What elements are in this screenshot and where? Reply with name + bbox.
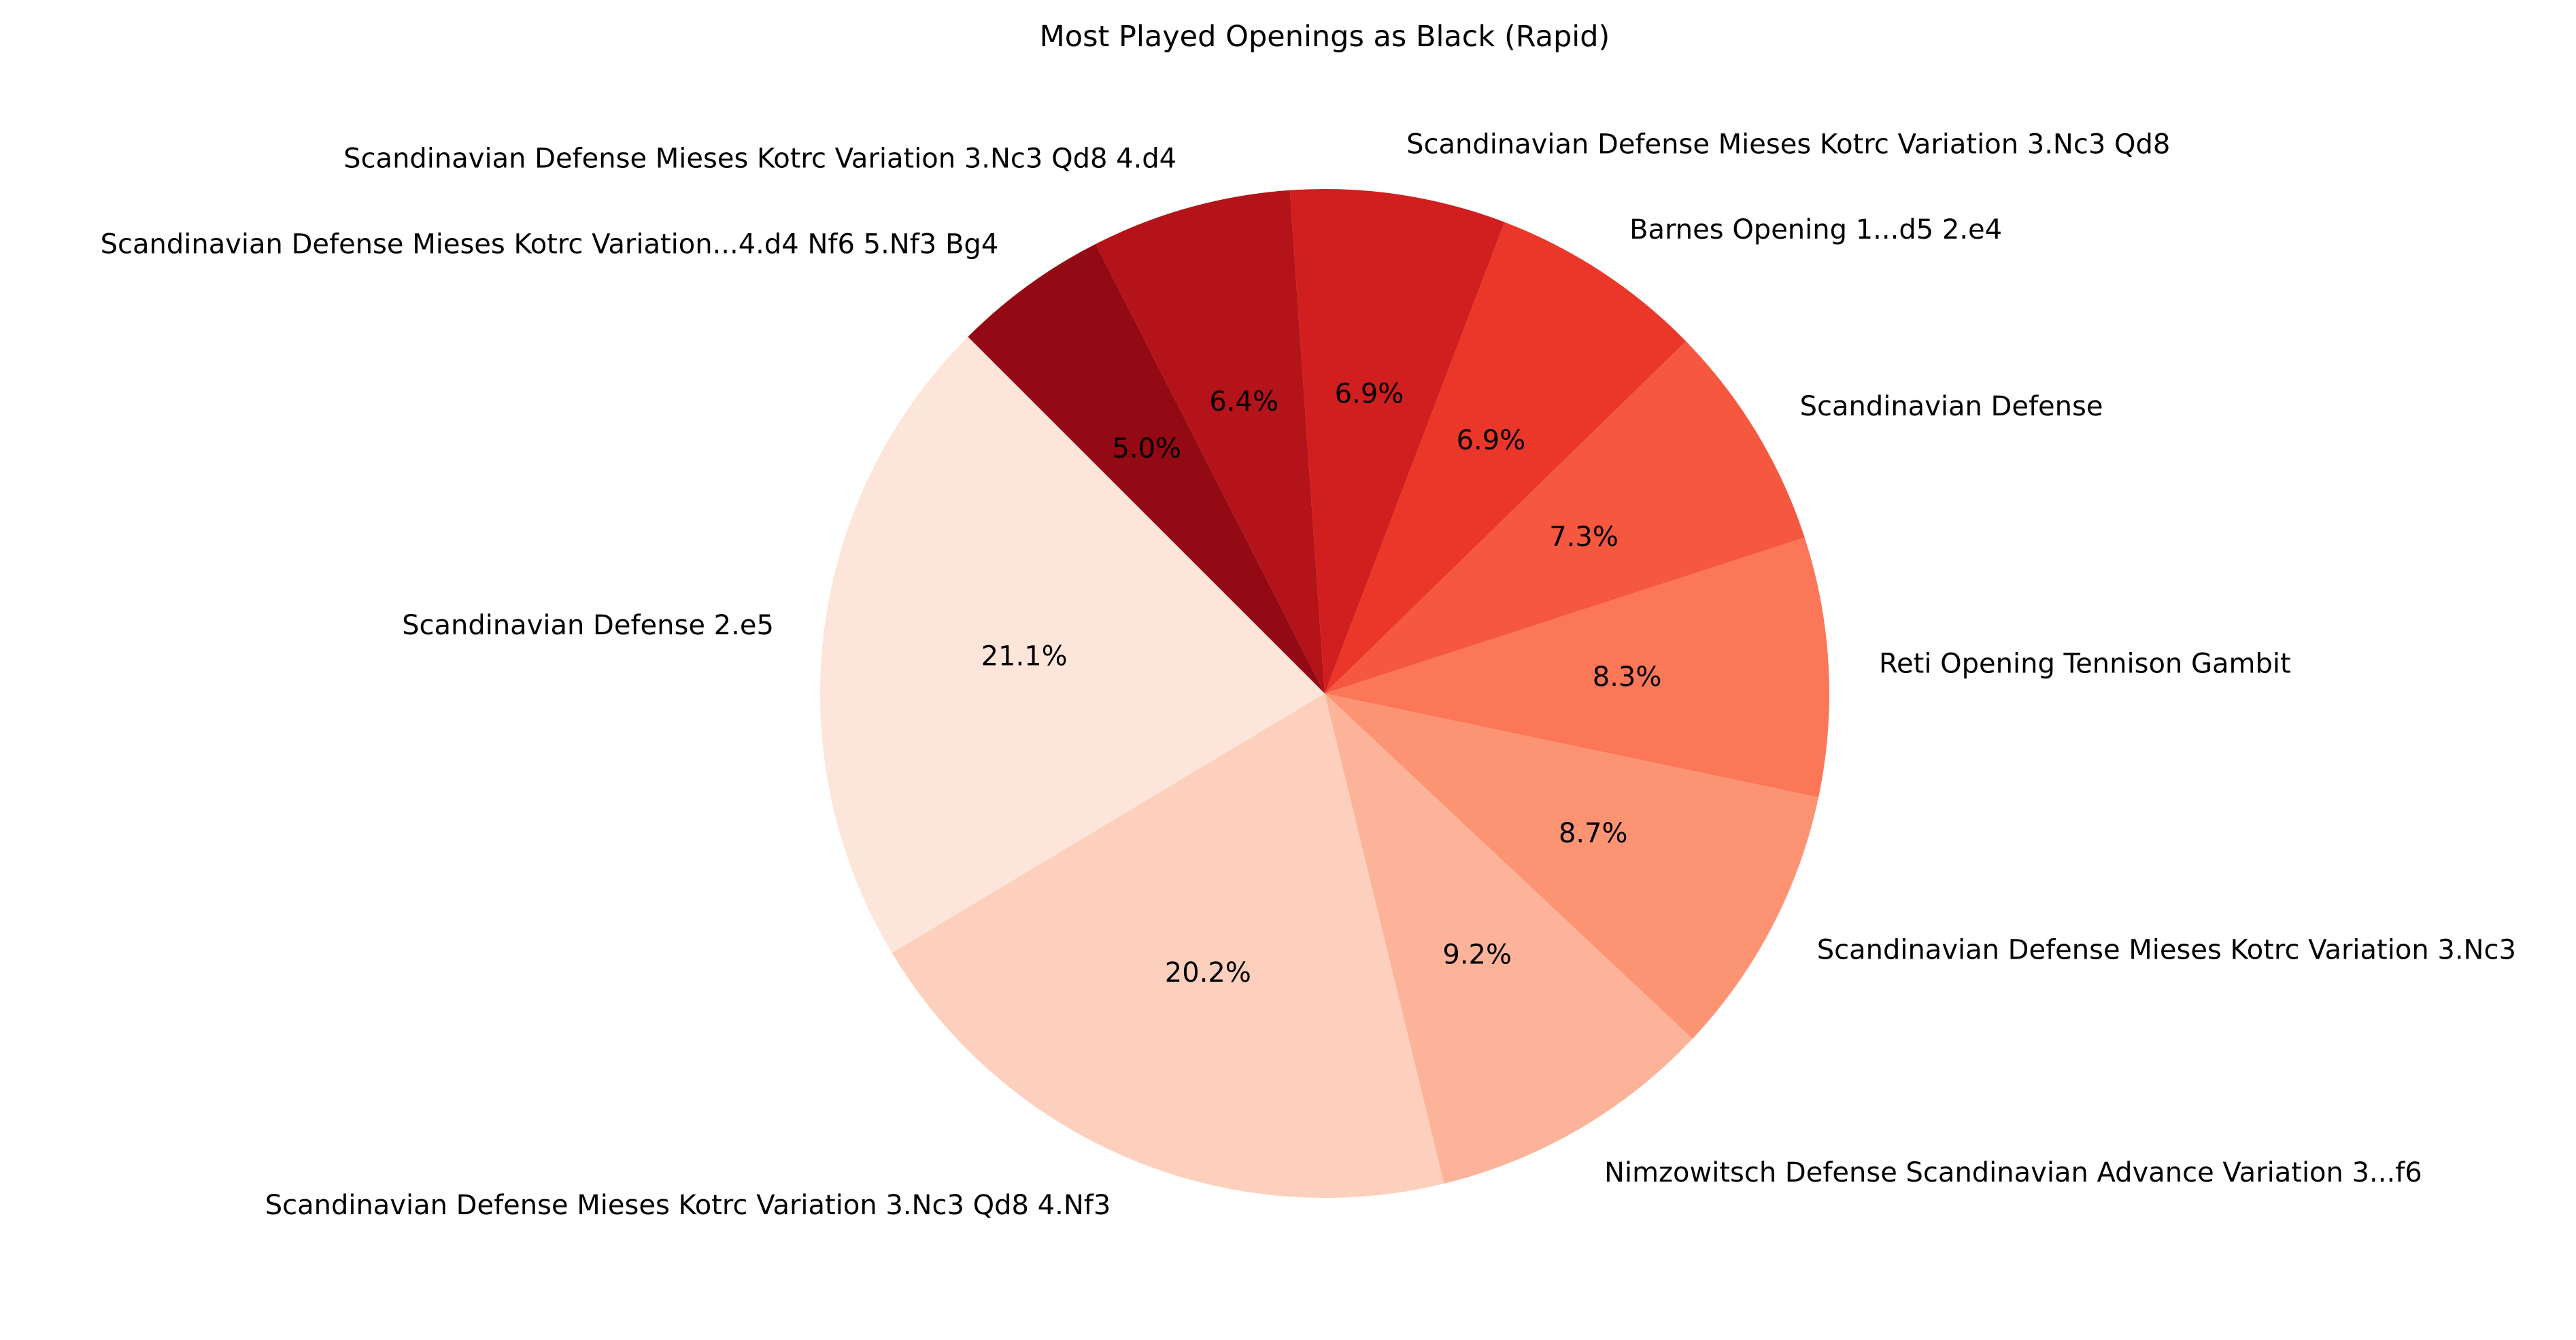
slice-percent-label: 6.4% (1209, 386, 1278, 417)
slice-category-label: Scandinavian Defense 2.e5 (402, 610, 774, 641)
pie-slice (1325, 222, 1687, 694)
pie-slice (1289, 189, 1505, 693)
slice-category-label: Scandinavian Defense Mieses Kotrc Variat… (101, 229, 999, 260)
slice-category-label: Scandinavian Defense Mieses Kotrc Variat… (265, 1190, 1111, 1221)
pie-slices (820, 189, 1829, 1199)
pie-slice (968, 243, 1325, 693)
slice-percent-label: 5.0% (1113, 433, 1182, 464)
slice-category-label: Nimzowitsch Defense Scandinavian Advance… (1604, 1157, 2422, 1188)
slice-percent-label: 7.3% (1549, 521, 1619, 553)
slice-percent-label: 20.2% (1165, 957, 1251, 989)
slice-percent-label: 9.2% (1442, 940, 1512, 971)
slice-category-label: Reti Opening Tennison Gambit (1879, 648, 2291, 679)
pie-slice (1325, 341, 1805, 693)
slice-percent-label: 8.7% (1559, 818, 1628, 849)
pie-slice (1325, 537, 1829, 797)
slice-category-label: Barnes Opening 1...d5 2.e4 (1629, 214, 2002, 245)
slice-percent-label: 6.9% (1457, 425, 1526, 456)
slice-percent-label: 21.1% (981, 641, 1068, 672)
slice-percent-label: 8.3% (1593, 662, 1662, 693)
pie-slice (1096, 190, 1325, 694)
pie-labels: 21.1% Scandinavian Defense 2.e5 20.2% Scand… (101, 129, 2516, 1221)
slice-category-label: Scandinavian Defense Mieses Kotrc Variat… (1406, 129, 2170, 160)
chart-title: Most Played Openings as Black (Rapid) (1040, 20, 1610, 54)
pie-slice (892, 693, 1444, 1199)
slice-percent-label: 6.9% (1335, 379, 1404, 410)
slice-category-label: Scandinavian Defense (1800, 391, 2103, 422)
pie-slice (1325, 693, 1819, 1039)
slice-category-label: Scandinavian Defense Mieses Kotrc Variat… (1817, 934, 2516, 965)
pie-slice (820, 337, 1325, 953)
pie-slice (1325, 693, 1693, 1184)
slice-category-label: Scandinavian Defense Mieses Kotrc Variat… (343, 143, 1176, 174)
